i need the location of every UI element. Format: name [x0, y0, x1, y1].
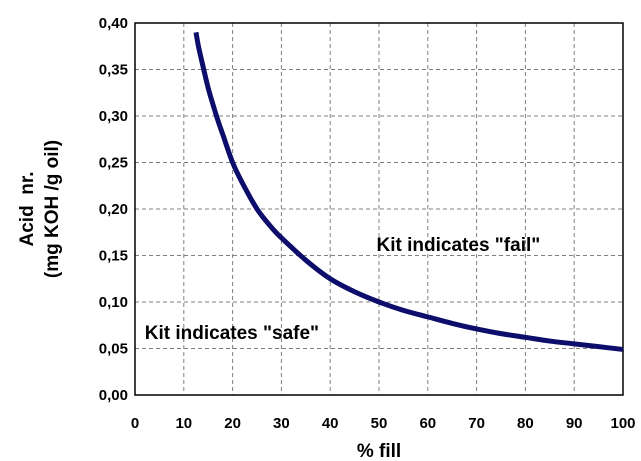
- y-tick-label: 0,40: [99, 15, 128, 32]
- y-tick-label: 0,35: [99, 62, 128, 79]
- chart-annotation: Kit indicates "fail": [377, 235, 541, 256]
- y-axis-title-line-1: Acid nr.: [17, 172, 38, 247]
- x-tick-label: 70: [468, 415, 485, 432]
- x-tick-labels: 0 10 20 30 40 50 60 70 80 90 100: [131, 415, 636, 432]
- y-tick-label: 0,10: [99, 294, 128, 311]
- annotations: Kit indicates "fail" Kit indicates "safe": [145, 235, 541, 344]
- x-tick-label: 100: [610, 415, 635, 432]
- y-tick-label: 0,20: [99, 201, 128, 218]
- x-tick-label: 0: [131, 415, 139, 432]
- y-tick-label: 0,05: [99, 341, 128, 358]
- y-axis-title-line-2: (mg KOH /g oil): [42, 140, 63, 278]
- chart-annotation: Kit indicates "safe": [145, 323, 319, 344]
- y-tick-label: 0,00: [99, 387, 128, 404]
- x-tick-label: 50: [371, 415, 388, 432]
- x-tick-label: 60: [419, 415, 436, 432]
- y-tick-label: 0,15: [99, 248, 128, 265]
- x-axis-title: % fill: [357, 441, 401, 461]
- x-tick-label: 30: [273, 415, 290, 432]
- y-tick-label: 0,30: [99, 108, 128, 125]
- x-tick-label: 10: [175, 415, 192, 432]
- y-tick-label: 0,25: [99, 155, 128, 172]
- plot-area-frame: [134, 22, 624, 396]
- y-axis-title: Acid nr. (mg KOH /g oil): [17, 140, 63, 278]
- series-layer: [193, 31, 624, 352]
- x-tick-label: 40: [322, 415, 339, 432]
- grid-lines: [135, 23, 623, 395]
- y-tick-labels: 0,00 0,05 0,10 0,15 0,20 0,25 0,30 0,35 0,40: [99, 15, 128, 404]
- x-tick-label: 20: [224, 415, 241, 432]
- x-tick-label: 90: [566, 415, 583, 432]
- x-tick-label: 80: [517, 415, 534, 432]
- series-line: [193, 31, 624, 352]
